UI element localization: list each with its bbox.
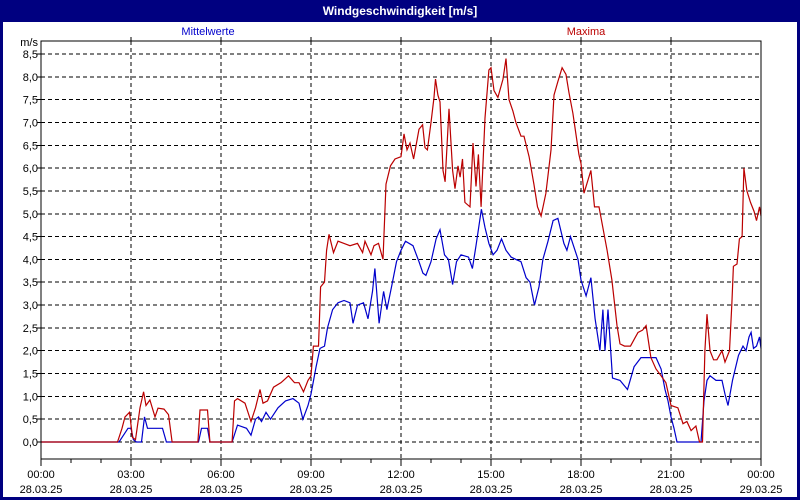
x-tick-time-label: 18:00	[567, 469, 595, 481]
x-tick-date-label: 28.03.25	[20, 484, 63, 496]
y-tick-label: 3,0	[23, 300, 38, 312]
y-tick-label: 0,0	[23, 437, 38, 449]
x-tick-date-label: 28.03.25	[650, 484, 693, 496]
y-axis-unit-label: m/s	[20, 37, 38, 49]
legend-item-maxima: Maxima	[566, 26, 606, 38]
x-tick-date-label: 28.03.25	[290, 484, 333, 496]
x-tick-date-label: 28.03.25	[470, 484, 513, 496]
y-tick-label: 2,0	[23, 346, 38, 358]
x-tick-date-label: 29.03.25	[740, 484, 783, 496]
x-tick-date-label: 28.03.25	[110, 484, 153, 496]
series-mittelwerte-line	[41, 209, 762, 443]
y-tick-label: 4,5	[23, 232, 38, 244]
window-title: Windgeschwindigkeit [m/s]	[322, 4, 478, 18]
x-tick-time-label: 00:00	[27, 469, 55, 481]
legend-item-mittelwerte: Mittelwerte	[181, 26, 235, 38]
x-tick-time-label: 21:00	[657, 469, 685, 481]
y-tick-label: 7,5	[23, 95, 38, 107]
y-tick-label: 1,5	[23, 369, 38, 381]
y-tick-label: 6,5	[23, 140, 38, 152]
x-tick-time-label: 09:00	[297, 469, 325, 481]
y-tick-label: 8,5	[23, 49, 38, 61]
x-tick-time-label: 15:00	[477, 469, 505, 481]
x-tick-time-label: 00:00	[747, 469, 775, 481]
y-tick-label: 5,5	[23, 186, 38, 198]
y-tick-label: 1,0	[23, 391, 38, 403]
window-titlebar[interactable]: Windgeschwindigkeit [m/s]	[0, 0, 800, 22]
y-tick-label: 5,0	[23, 209, 38, 221]
y-tick-label: 0,5	[23, 414, 38, 426]
y-tick-label: 3,5	[23, 277, 38, 289]
x-tick-date-label: 28.03.25	[380, 484, 423, 496]
y-tick-label: 6,0	[23, 163, 38, 175]
series-maxima-line	[41, 58, 762, 443]
x-tick-time-label: 03:00	[117, 469, 145, 481]
x-tick-time-label: 12:00	[387, 469, 415, 481]
y-tick-label: 7,0	[23, 117, 38, 129]
y-tick-label: 4,0	[23, 254, 38, 266]
x-tick-date-label: 28.03.25	[200, 484, 243, 496]
y-tick-label: 8,0	[23, 72, 38, 84]
y-tick-label: 2,5	[23, 323, 38, 335]
x-tick-date-label: 28.03.25	[560, 484, 603, 496]
x-tick-time-label: 06:00	[207, 469, 235, 481]
